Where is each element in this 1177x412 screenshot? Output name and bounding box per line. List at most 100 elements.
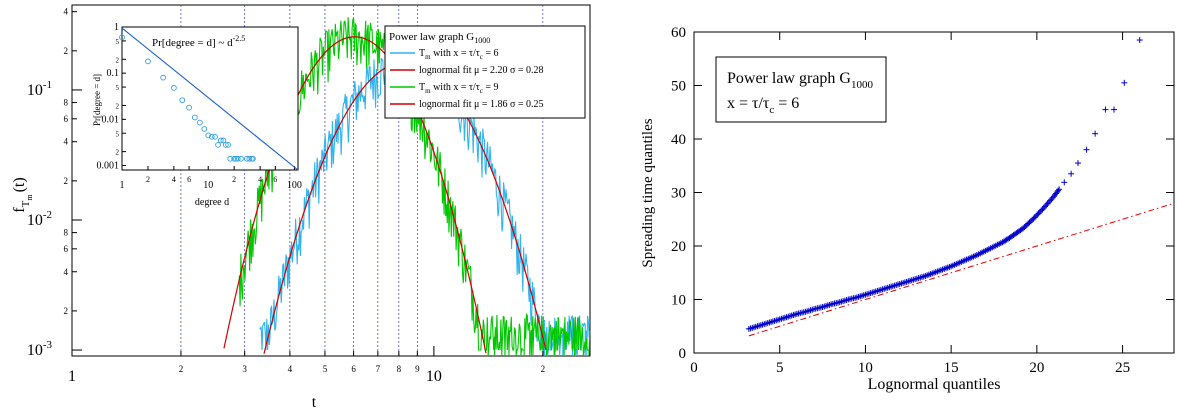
- right-x-axis-label: Lognormal quantiles: [868, 376, 1001, 393]
- inset-annotation: Pr[degree = d] ~ d-2.5: [152, 34, 245, 49]
- right-y-tick-label: 50: [671, 79, 686, 95]
- left-x-axis-label: t: [312, 394, 317, 411]
- right-ticks: 0 5 10 15 20 25 0 10 20 30 40 50 60: [671, 25, 1174, 376]
- inset-point: [250, 155, 256, 162]
- inset-point: [119, 34, 125, 41]
- qq-point: [1102, 106, 1109, 113]
- svg-text:fTm(t): fTm(t): [11, 177, 34, 212]
- left-x-tick-label: 1: [68, 368, 76, 385]
- inset-y-tick-label: 0.001: [97, 161, 120, 172]
- qq-point: [1056, 186, 1063, 193]
- left-x-minor-tick-label: 9: [415, 364, 420, 374]
- right-y-tick-label: 0: [679, 346, 687, 362]
- inset-point: [171, 85, 177, 91]
- inset-point: [201, 126, 208, 132]
- inset-point: [246, 155, 253, 162]
- legend-entry: Tm with x = τ/τc = 6: [419, 48, 499, 61]
- qq-point: [1030, 215, 1037, 222]
- right-legend-box: Power law graph G1000 x = τ/τc = 6: [715, 56, 887, 123]
- inset-x-tick-label: 10: [203, 180, 213, 191]
- inset-fit-line: [121, 27, 299, 171]
- qq-point: [1033, 213, 1039, 220]
- svg-text:x = τ/τc = 6: x = τ/τc = 6: [727, 95, 799, 116]
- inset-point: [234, 155, 241, 162]
- qq-point: [1038, 207, 1045, 214]
- inset-x-tick-label: 4: [172, 175, 176, 184]
- right-x-tick-label: 20: [1029, 360, 1044, 376]
- left-y-tick-label: 10-2: [27, 209, 52, 229]
- right-series-layer: [745, 37, 1175, 337]
- inset-point: [222, 142, 229, 148]
- inset-point: [238, 155, 244, 162]
- legend-entry: Tm with x = τ/τc = 9: [419, 82, 499, 95]
- inset-x-label: degree d: [195, 197, 229, 208]
- inset-x-tick-label: 6: [273, 175, 277, 184]
- inset-y-tick-label: 1: [114, 22, 119, 33]
- qq-point: [1075, 160, 1081, 167]
- inset-y-tick-label: 2: [116, 102, 120, 110]
- qq-point: [1034, 211, 1041, 218]
- right-x-tick-label: 0: [690, 360, 698, 376]
- inset-y-tick-label: 5: [116, 38, 120, 46]
- left-y-minor-tick-label: 6: [64, 114, 69, 124]
- left-ticks: 1 10 2 3 4 5 6 7 8 9 2 10-3 10-2 10-1 2 4 6 8 2 4 6 8 2 4: [27, 7, 545, 385]
- left-y-minor-tick-label: 8: [64, 98, 69, 108]
- inset-point: [186, 104, 192, 111]
- right-x-tick-label: 15: [944, 360, 959, 376]
- right-y-tick-label: 30: [671, 186, 686, 202]
- qq-point: [1043, 202, 1050, 209]
- left-y-minor-tick-label: 2: [64, 176, 69, 186]
- lognormal-fit-curve: [223, 36, 487, 354]
- qq-point: [1121, 79, 1128, 86]
- inset-point: [220, 137, 227, 144]
- qq-point: [1042, 203, 1048, 210]
- left-x-minor-tick-label: 6: [351, 364, 356, 374]
- inset-x-tick-label: 1: [120, 180, 125, 191]
- inset-y-tick-label: 0.1: [107, 68, 120, 79]
- left-x-minor-tick-label: 8: [397, 364, 402, 374]
- right-y-axis-label: Spreading time quantiles: [640, 118, 656, 267]
- inset-x-tick-label: 2: [146, 175, 150, 184]
- right-y-tick-label: 20: [671, 239, 686, 255]
- right-chart: 0 5 10 15 20 25 0 10 20 30 40 50 60 Power law graph …: [640, 25, 1175, 393]
- left-y-minor-tick-label: 8: [64, 228, 69, 238]
- right-x-tick-label: 5: [776, 360, 784, 376]
- inset-point: [197, 119, 203, 126]
- left-y-tick-label: 10-3: [27, 339, 53, 359]
- legend-title: Power law graph G1000: [389, 31, 490, 45]
- inset-chart: 1 2 4 6 10 2 4 6 100 1 0.1 0.01 0.001 5 2 5 2 5 2 Pr[degree…: [92, 22, 302, 208]
- left-legend: Power law graph G1000 Tm with x = τ/τc = …: [384, 25, 586, 119]
- left-x-tick-label: 10: [426, 368, 442, 385]
- inset-point: [215, 142, 221, 148]
- legend-entry: lognormal fit μ = 2.20 σ = 0.28: [419, 65, 544, 76]
- qq-point: [1111, 106, 1117, 113]
- svg-text:Power law graph G1000: Power law graph G1000: [727, 70, 873, 91]
- left-x-minor-tick-label: 2: [179, 364, 184, 374]
- qq-point: [1036, 209, 1043, 216]
- left-y-minor-tick-label: 4: [64, 7, 69, 17]
- inset-x-tick-label: 4: [258, 175, 262, 184]
- qq-point: [1047, 197, 1054, 204]
- inset-point: [208, 133, 215, 140]
- qq-point: [1068, 170, 1075, 177]
- left-gridlines: [180, 5, 544, 356]
- inset-point: [227, 155, 234, 162]
- inset-point: [145, 58, 151, 65]
- right-y-tick-label: 60: [671, 25, 686, 41]
- qq-point: [1045, 199, 1052, 206]
- inset-point: [225, 142, 231, 148]
- left-y-minor-tick-label: 2: [64, 306, 69, 316]
- qq-point: [1061, 179, 1068, 186]
- inset-point: [160, 74, 166, 81]
- inset-point: [212, 133, 218, 140]
- inset-y-tick-label: 2: [116, 56, 120, 64]
- left-y-minor-tick-label: 4: [64, 137, 69, 147]
- left-y-minor-tick-label: 4: [64, 267, 69, 277]
- left-y-minor-tick-label: 6: [64, 244, 69, 254]
- inset-point: [205, 132, 212, 139]
- inset-y-tick-label: 0.01: [102, 114, 120, 125]
- left-y-axis-label: fTm(t): [11, 177, 34, 212]
- inset-point: [179, 97, 186, 104]
